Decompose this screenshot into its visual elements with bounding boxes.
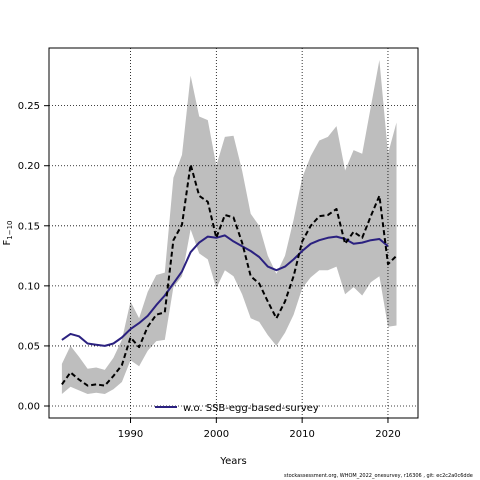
confidence-band-layer bbox=[61, 60, 397, 394]
footer-credit: stockassessment.org, WHOM_2022_onesurvey… bbox=[284, 473, 473, 479]
y-axis-title-main: F bbox=[2, 240, 13, 246]
x-tick-label: 1990 bbox=[118, 429, 143, 440]
y-axis-title-subscript: 1−10 bbox=[6, 221, 14, 240]
series-line-ssb-egg-based-survey bbox=[61, 234, 389, 347]
y-tick-label: 0.10 bbox=[18, 281, 40, 292]
x-axis-title: Years bbox=[219, 456, 246, 467]
confidence-band bbox=[61, 60, 397, 394]
legend-label: w.o. SSB-egg-based-survey bbox=[183, 403, 319, 414]
y-tick-label: 0.15 bbox=[18, 221, 40, 232]
ticks-layer: 1990 2000 2010 2020 0.00 0.05 0.10 0.15 0.20 0.25 bbox=[18, 101, 401, 440]
x-tick-label: 2010 bbox=[289, 429, 314, 440]
y-tick-label: 0.25 bbox=[18, 101, 40, 112]
y-tick-label: 0.00 bbox=[18, 401, 40, 412]
y-axis-title: F1−10 bbox=[2, 221, 14, 246]
series-lines-layer bbox=[61, 163, 398, 387]
svg-text:F1−10: F1−10 bbox=[2, 221, 14, 246]
y-tick-label: 0.05 bbox=[18, 341, 40, 352]
x-tick-label: 2020 bbox=[375, 429, 400, 440]
plot-frame bbox=[48, 47, 419, 419]
series-line-dashed bbox=[61, 163, 398, 387]
legend: w.o. SSB-egg-based-survey bbox=[155, 403, 319, 414]
y-tick-label: 0.20 bbox=[18, 161, 40, 172]
x-tick-label: 2000 bbox=[204, 429, 229, 440]
